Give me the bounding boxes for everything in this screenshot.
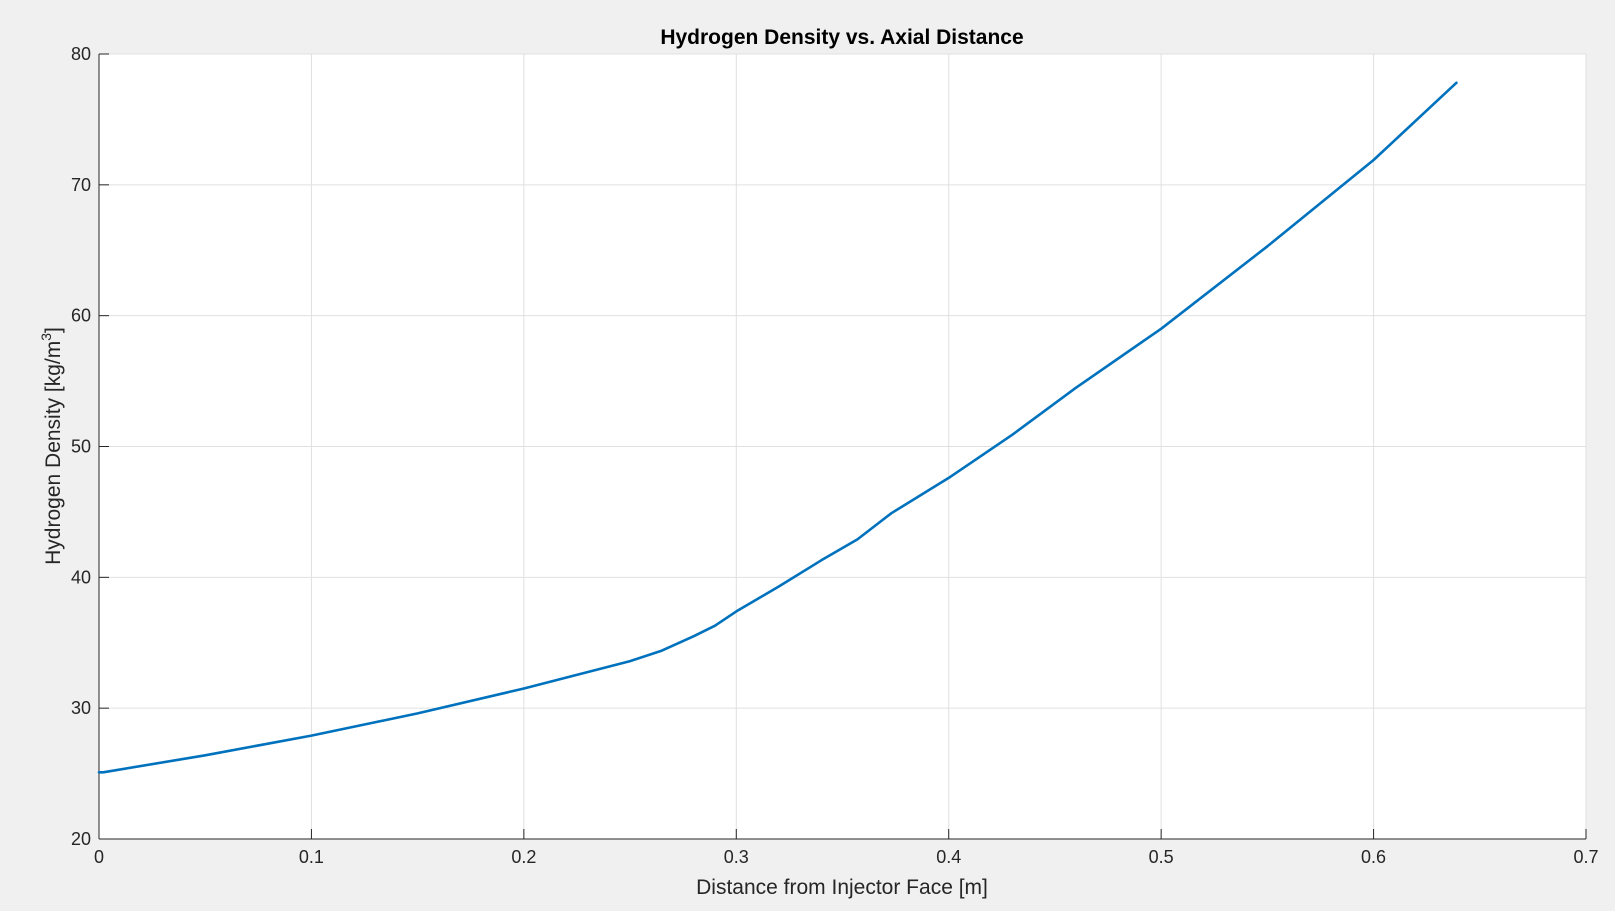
y-tick-label: 70 — [71, 175, 91, 195]
chart-title: Hydrogen Density vs. Axial Distance — [660, 26, 1023, 49]
y-tick-label: 50 — [71, 437, 91, 457]
x-axis-label: Distance from Injector Face [m] — [696, 876, 988, 899]
axes — [98, 53, 1587, 840]
x-tick-label: 0.5 — [1149, 847, 1174, 867]
x-tick-label: 0.4 — [936, 847, 961, 867]
tick-labels: 0 0.1 0.2 0.3 0.4 0.5 0.6 0.7 20 30 40 50 60 70 80 — [71, 44, 1599, 867]
density-series-line — [97, 81, 1458, 774]
x-tick-label: 0.1 — [299, 847, 324, 867]
y-tick-label: 60 — [71, 306, 91, 326]
y-axis-label-main: Hydrogen Density [kg/m — [42, 341, 65, 565]
x-tick-label: 0.7 — [1573, 847, 1598, 867]
y-tick-label: 20 — [71, 829, 91, 849]
x-tick-label: 0.3 — [724, 847, 749, 867]
series-layer — [97, 81, 1458, 774]
y-tick-label: 80 — [71, 44, 91, 64]
x-tick-label: 0 — [94, 847, 104, 867]
x-tick-label: 0.2 — [511, 847, 536, 867]
x-tick-label: 0.6 — [1361, 847, 1386, 867]
y-axis-label-superscript: 3 — [38, 333, 54, 341]
y-tick-label: 30 — [71, 698, 91, 718]
y-axis-label: Hydrogen Density [kg/m3] — [38, 327, 65, 565]
y-tick-label: 40 — [71, 567, 91, 587]
y-axis-label-suffix: ] — [42, 327, 65, 333]
